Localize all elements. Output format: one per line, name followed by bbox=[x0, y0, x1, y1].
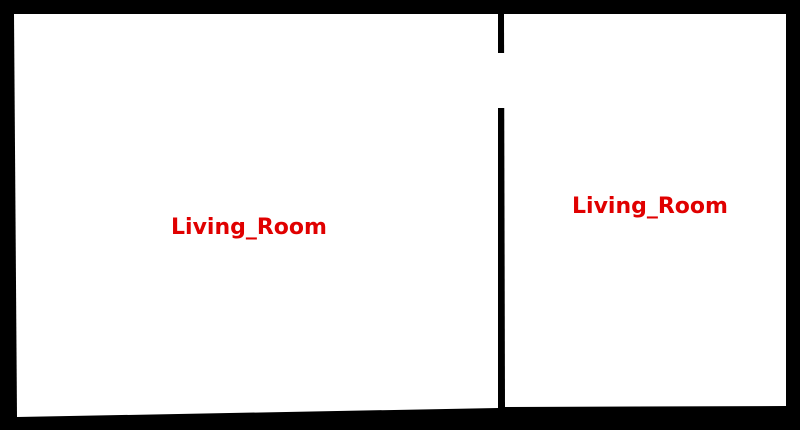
room-label-left: Living_Room bbox=[171, 215, 327, 240]
room-label-right: Living_Room bbox=[572, 194, 728, 219]
room-right-floor bbox=[504, 14, 786, 407]
doorway-opening bbox=[496, 53, 506, 108]
room-left-floor bbox=[14, 14, 498, 417]
